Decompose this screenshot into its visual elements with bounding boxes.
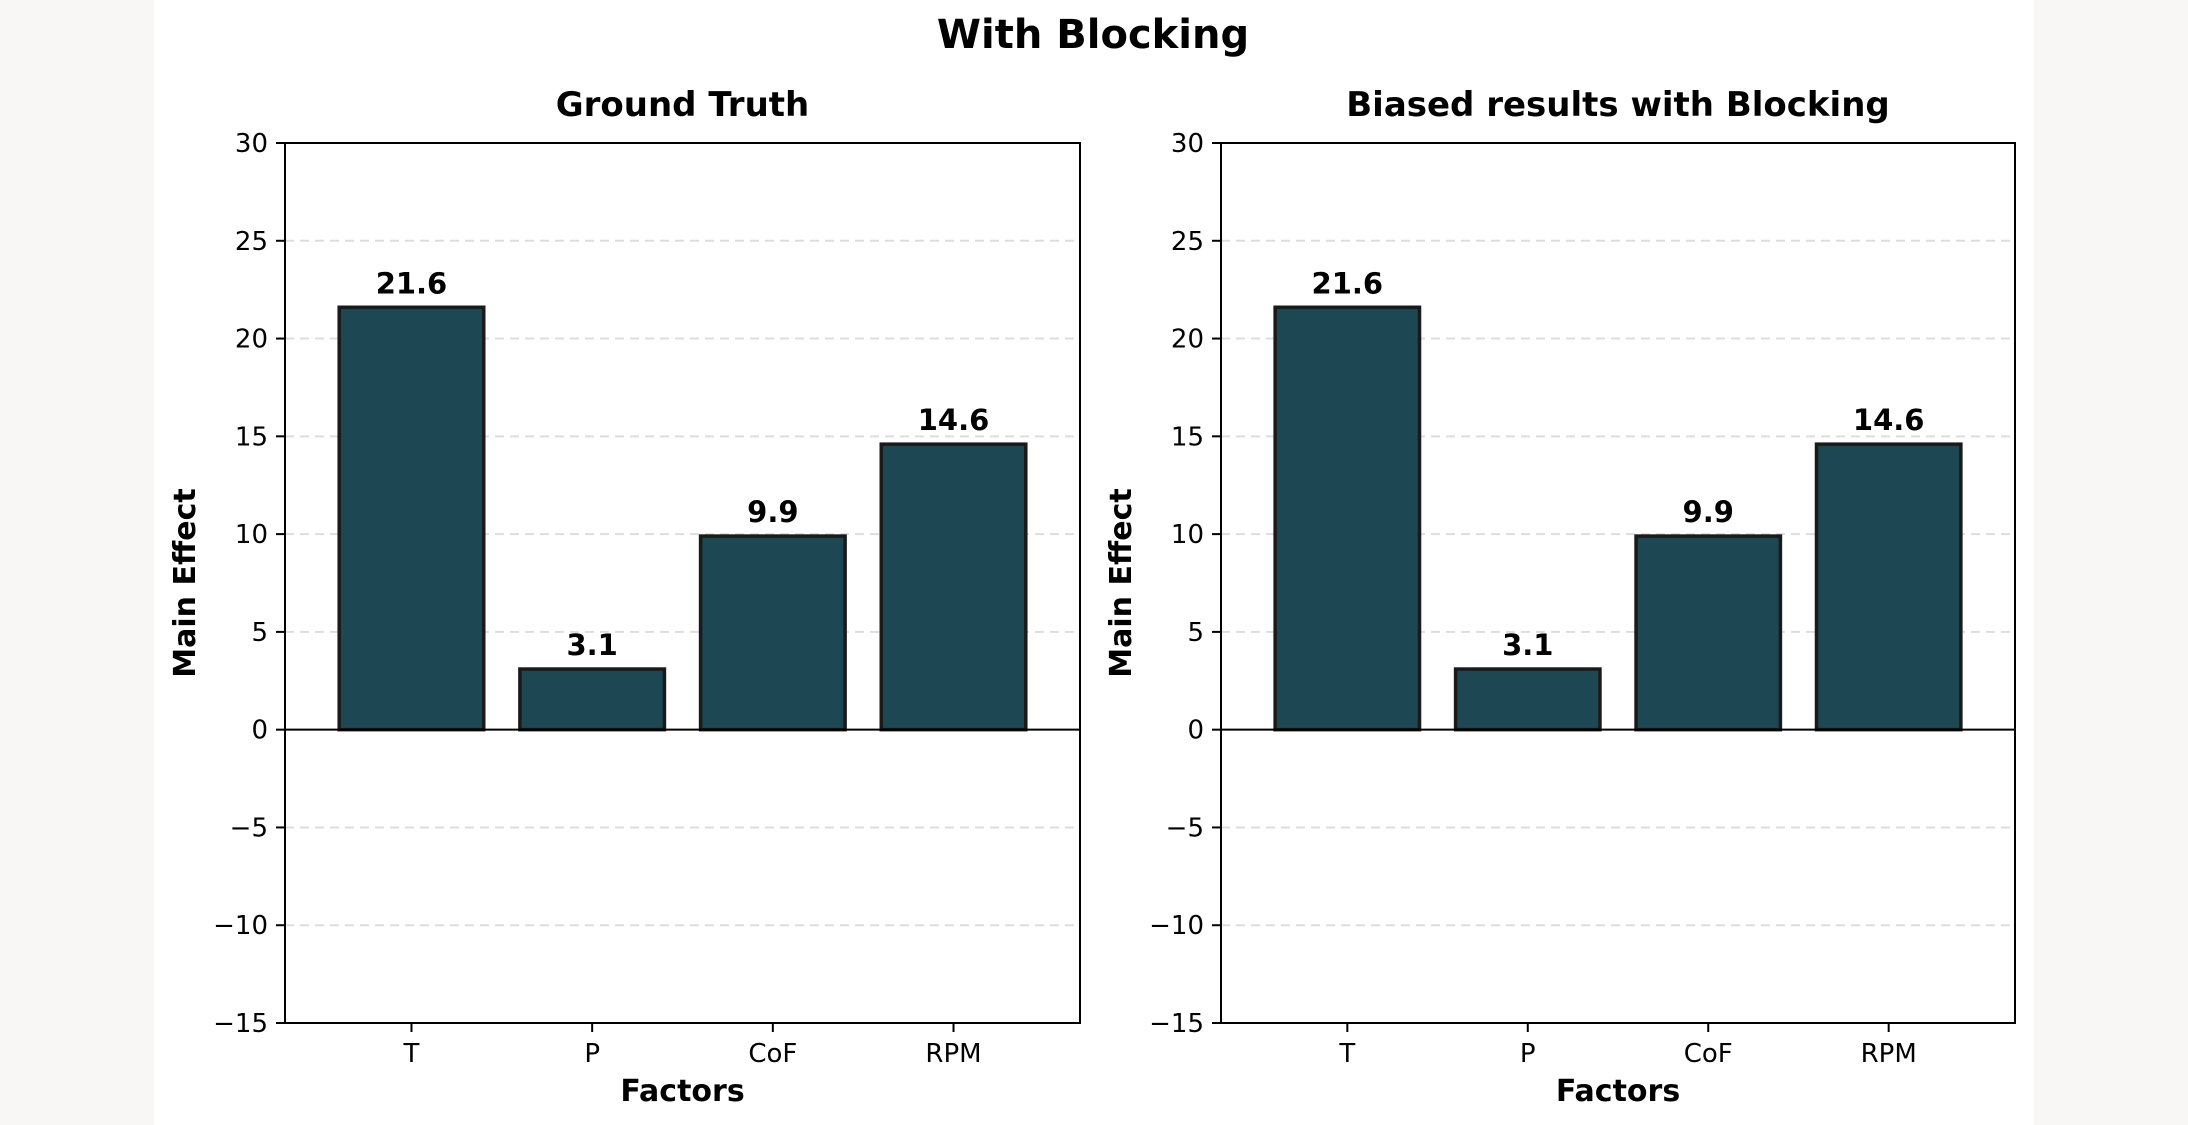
data-label: 3.1 [1502,628,1553,662]
y-tick-label: −15 [213,1009,268,1039]
x-axis-label: Factors [1556,1074,1680,1109]
y-tick-label: 0 [251,716,268,746]
y-tick-label: 10 [235,520,268,550]
bar-p [1453,667,1602,732]
y-tick-label: −5 [230,813,268,843]
y-tick-label: 20 [235,325,268,355]
y-tick-label: −15 [1149,1009,1204,1039]
chart-title: Biased results with Blocking [1346,85,1890,125]
y-tick-label: 30 [235,129,268,159]
data-label: 14.6 [1853,403,1925,437]
y-tick-label: 5 [251,618,268,648]
bar-rpm [1814,442,1963,732]
y-tick-label: 5 [1187,618,1204,648]
bar-cof [698,534,847,732]
y-tick-label: 0 [1187,716,1204,746]
x-tick-label: P [584,1039,600,1069]
bar-t [1273,305,1422,732]
data-label: 3.1 [566,628,617,662]
chart-title: Ground Truth [556,85,810,125]
y-tick-label: 10 [1171,520,1204,550]
x-tick-label: RPM [925,1039,981,1069]
bar-rpm [879,442,1028,732]
y-tick-label: −10 [213,911,268,941]
y-tick-label: 15 [235,422,268,452]
data-label: 21.6 [1312,266,1384,300]
y-tick-label: 20 [1171,325,1204,355]
data-label: 14.6 [918,403,990,437]
chart-panel-ground-truth: 21.6 3.1 9.9 14.6 30 25 20 15 10 5 0 −5 −10 −15 T P CoF R… [168,85,1081,1109]
x-tick-label: RPM [1861,1039,1917,1069]
y-tick-label: −5 [1166,813,1204,843]
x-tick-label: P [1520,1039,1536,1069]
figure-canvas: With Blocking 21.6 3.1 9.9 14.6 30 25 20 15 10 5 0… [168,12,2016,1109]
y-tick-label: 15 [1171,422,1204,452]
y-tick-label: −10 [1149,911,1204,941]
y-tick-label: 25 [1171,227,1204,257]
y-tick-label: 25 [235,227,268,257]
data-label: 9.9 [1683,495,1734,529]
figure: With Blocking 21.6 3.1 9.9 14.6 30 25 20 15 10 5 0… [154,0,2034,1125]
bar-t [337,305,486,732]
x-tick-label: T [403,1039,420,1069]
bar-p [518,667,667,732]
y-tick-label: 30 [1171,129,1204,159]
data-label: 21.6 [376,266,448,300]
plot-frame [284,142,1081,1024]
y-axis-label: Main Effect [1104,488,1139,677]
x-tick-label: T [1338,1039,1355,1069]
x-axis-label: Factors [620,1074,744,1109]
bar-cof [1634,534,1783,732]
x-tick-label: CoF [1684,1039,1733,1069]
figure-suptitle: With Blocking [937,12,1249,58]
y-axis-label: Main Effect [168,488,203,677]
data-label: 9.9 [747,495,798,529]
chart-panel-biased-with-blocking: 21.6 3.1 9.9 14.6 30 25 20 15 10 5 0 −5 −10 −15 T P CoF R… [1104,85,2016,1109]
plot-frame [1220,142,2016,1024]
x-tick-label: CoF [748,1039,797,1069]
